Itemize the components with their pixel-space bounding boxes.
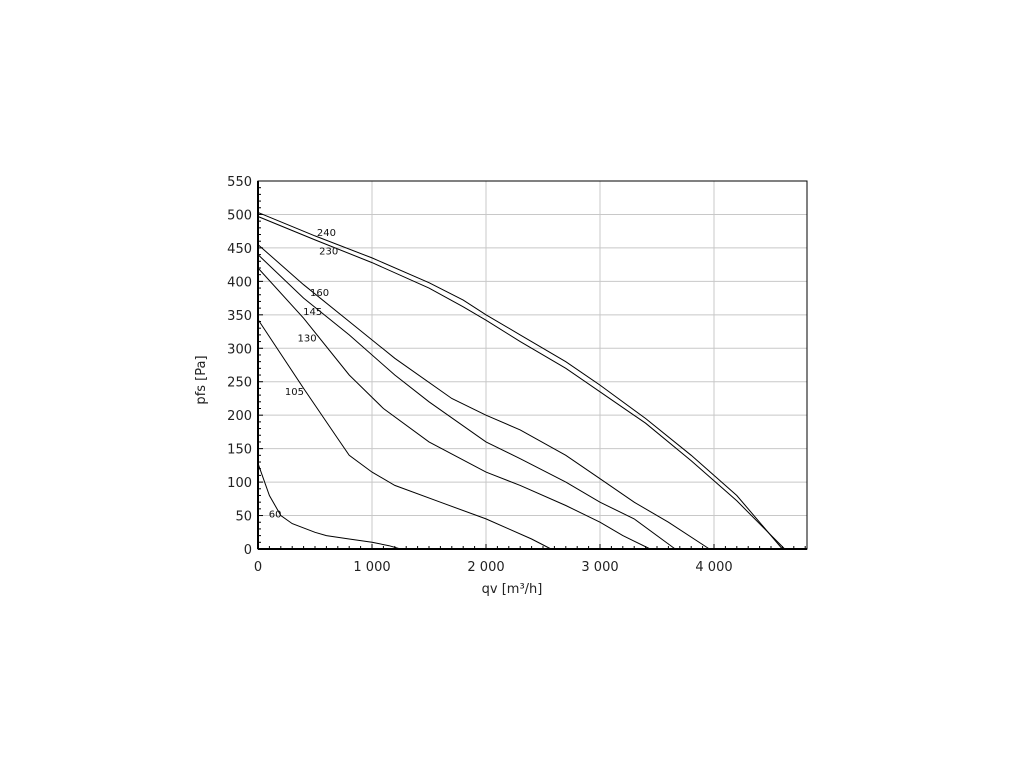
- axes: [257, 180, 807, 550]
- grid-lines: [258, 181, 807, 549]
- x-tick-label: 1 000: [353, 560, 390, 575]
- y-tick-label: 300: [227, 342, 252, 357]
- curve-label-60: 60: [269, 510, 282, 521]
- curve-160: [257, 244, 710, 550]
- x-tick-label: 4 000: [695, 560, 732, 575]
- x-tick-label: 3 000: [581, 560, 618, 575]
- y-tick-label: 550: [227, 175, 252, 190]
- curve-105: [257, 319, 552, 550]
- y-tick-label: 0: [244, 543, 252, 558]
- y-tick-label: 500: [227, 208, 252, 223]
- x-tick-label: 2 000: [467, 560, 504, 575]
- curve-230: [257, 216, 786, 550]
- curve-label-240: 240: [317, 228, 336, 239]
- y-tick-label: 400: [227, 275, 252, 290]
- y-tick-label: 450: [227, 242, 252, 257]
- tick-labels: 0 1 000 2 000 3 000 4 000 0 50 100 150 200 250 300 3…: [227, 175, 732, 575]
- y-axis-label: pfs [Pa]: [194, 355, 209, 404]
- y-tick-label: 250: [227, 376, 252, 391]
- curve-label-160: 160: [310, 288, 329, 299]
- x-axis-label: qv [m³/h]: [482, 582, 543, 597]
- curve-240: [257, 211, 783, 550]
- curve-60: [257, 463, 401, 550]
- plot-frame: [257, 180, 808, 550]
- curve-145: [257, 254, 676, 550]
- y-tick-label: 100: [227, 476, 252, 491]
- curve-label-130: 130: [297, 334, 316, 345]
- curve-label-105: 105: [285, 387, 304, 398]
- curve-labels: 240 230 160 145 130 105 60: [269, 228, 338, 521]
- curve-label-145: 145: [303, 307, 322, 318]
- y-tick-label: 200: [227, 409, 252, 424]
- x-tick-label: 0: [254, 560, 262, 575]
- curve-130: [257, 267, 651, 550]
- y-tick-label: 50: [235, 510, 252, 525]
- y-tick-label: 350: [227, 309, 252, 324]
- y-tick-label: 150: [227, 443, 252, 458]
- curve-label-230: 230: [319, 247, 338, 258]
- curves: [257, 211, 786, 550]
